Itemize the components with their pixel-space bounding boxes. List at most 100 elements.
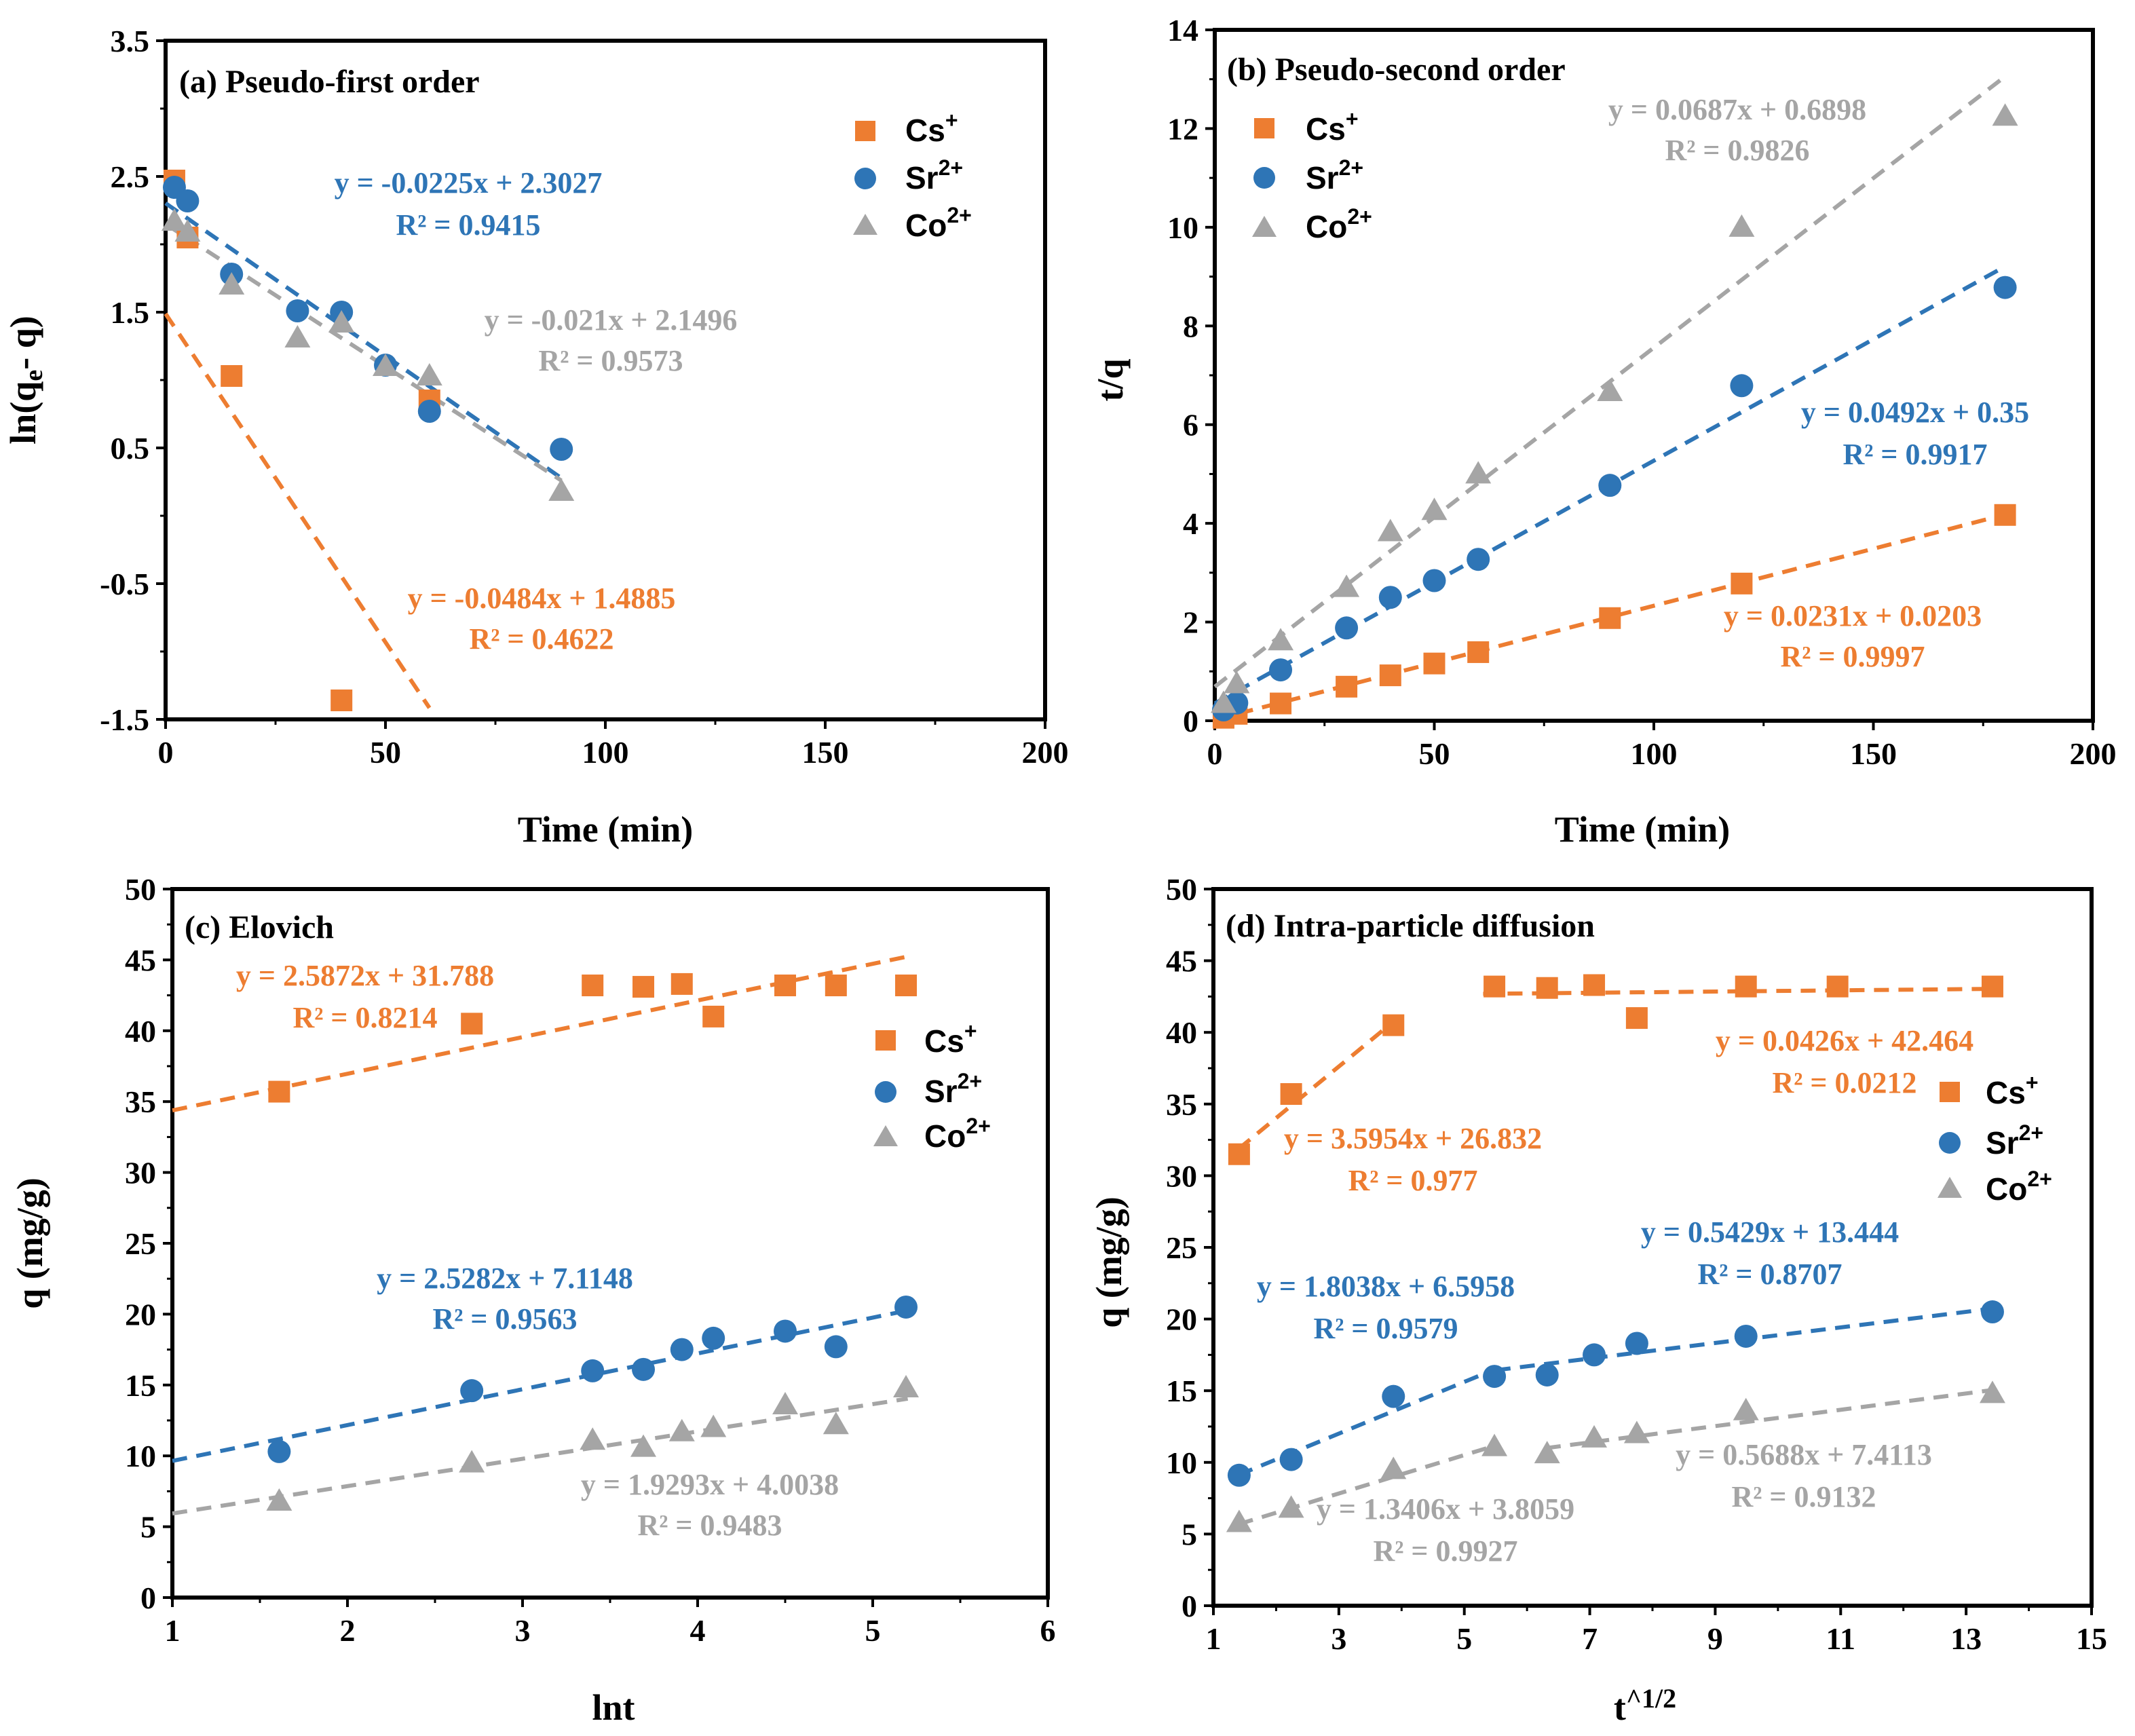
- point-co: [1380, 1456, 1407, 1479]
- point-co: [266, 1488, 292, 1511]
- point-cs: [1228, 1143, 1250, 1165]
- equation-co-1: y = 1.3406x + 3.8059: [1317, 1492, 1574, 1526]
- point-cs: [1981, 975, 2003, 998]
- point-sr: [824, 1335, 848, 1359]
- legend-cs-base: Cs: [905, 113, 945, 148]
- r2-co: R² = 0.9826: [1665, 134, 1809, 167]
- point-cs: [1994, 504, 2016, 526]
- point-cs: [1625, 1007, 1648, 1030]
- y-axis-title: ln(qe- q): [3, 316, 48, 444]
- legend-marker-co: [1938, 1177, 1962, 1198]
- point-co: [630, 1434, 657, 1457]
- legend-label-sr: Sr2+: [924, 1069, 982, 1109]
- equation-co: y = -0.021x + 2.1496: [485, 303, 738, 337]
- point-sr: [1734, 1324, 1758, 1348]
- legend-marker-co: [873, 1125, 898, 1146]
- equation-cs: y = 2.5872x + 31.788: [236, 959, 494, 992]
- r2-cs-2: R² = 0.0212: [1772, 1066, 1916, 1099]
- legend-marker-cs: [1254, 118, 1274, 138]
- legend-co-base: Co: [924, 1118, 966, 1154]
- point-co: [1224, 671, 1250, 694]
- point-sr: [894, 1295, 918, 1319]
- legend-co-sup: 2+: [966, 1114, 990, 1138]
- equation-cs-2: y = 0.0426x + 42.464: [1716, 1024, 1973, 1057]
- x-tick-label: 15: [2076, 1621, 2107, 1656]
- legend-sr-base: Sr: [1986, 1125, 2019, 1161]
- point-cs: [702, 1005, 725, 1027]
- legend-co-sup: 2+: [2027, 1167, 2052, 1191]
- point-co: [548, 478, 575, 501]
- point-co: [1581, 1424, 1608, 1448]
- legend-label-co: Co2+: [924, 1114, 991, 1154]
- y-axis-title-post: - q): [3, 316, 43, 370]
- point-sr: [670, 1338, 694, 1361]
- equation-sr-2: y = 0.5429x + 13.444: [1641, 1215, 1899, 1249]
- equation-cs-1: y = 3.5954x + 26.832: [1284, 1122, 1542, 1155]
- point-co: [1623, 1420, 1650, 1443]
- x-tick-label: 0: [1207, 736, 1223, 771]
- trendline-sr: [164, 201, 563, 480]
- legend-marker-co: [853, 214, 877, 235]
- point-co: [1465, 461, 1492, 484]
- legend-cs-base: Cs: [924, 1023, 964, 1059]
- y-tick-label: 35: [1166, 1087, 1197, 1122]
- point-co: [1268, 628, 1294, 651]
- x-axis-title-base: t: [1614, 1687, 1626, 1728]
- x-tick-label: 5: [1456, 1621, 1472, 1656]
- y-tick-label: 15: [1166, 1374, 1197, 1408]
- x-tick-label: 6: [1040, 1613, 1056, 1648]
- point-cs: [1423, 652, 1446, 675]
- point-co: [580, 1427, 606, 1450]
- equation-sr: y = 0.0492x + 0.35: [1801, 396, 2029, 429]
- point-sr: [1730, 374, 1754, 398]
- panel-a-pseudo-first-order: 0 50 100 150 200 -1.5 -0.5 0.5 1.5 2.5 3.5 (a) Pse…: [3, 24, 1069, 850]
- point-sr: [581, 1359, 605, 1382]
- legend-marker-sr: [1939, 1132, 1961, 1154]
- point-co: [1481, 1433, 1508, 1456]
- point-co: [893, 1374, 920, 1397]
- y-tick-label: 10: [1167, 210, 1198, 245]
- point-co: [772, 1392, 798, 1415]
- point-sr: [1535, 1363, 1559, 1386]
- y-tick-label: 40: [125, 1014, 156, 1049]
- point-cs: [268, 1080, 290, 1103]
- legend-label-co: Co2+: [1306, 204, 1372, 244]
- legend-co-base: Co: [905, 208, 947, 243]
- point-sr: [632, 1357, 656, 1381]
- equation-co-2: y = 0.5688x + 7.4113: [1676, 1438, 1932, 1471]
- r2-sr: R² = 0.9917: [1843, 438, 1987, 471]
- point-cs: [461, 1013, 483, 1035]
- point-sr: [1583, 1343, 1606, 1367]
- r2-co: R² = 0.9483: [637, 1509, 782, 1542]
- y-tick-label: 6: [1183, 408, 1198, 442]
- equation-sr: y = -0.0225x + 2.3027: [335, 166, 603, 200]
- point-co: [1421, 497, 1448, 521]
- point-co: [1334, 574, 1360, 597]
- y-tick-label: 20: [1166, 1302, 1197, 1337]
- y-axis-title: q (mg/g): [1089, 1196, 1129, 1327]
- y-tick-label: 0.5: [111, 431, 150, 466]
- y-tick-label: 35: [125, 1084, 156, 1119]
- point-co: [328, 310, 355, 333]
- point-co: [1992, 103, 2018, 126]
- legend-sr-sup: 2+: [2019, 1120, 2043, 1145]
- data-points: [1210, 103, 2018, 729]
- x-tick-label: 3: [1331, 1621, 1346, 1656]
- x-axis-title: t^1/2: [1614, 1683, 1676, 1728]
- y-tick-label: 45: [1166, 944, 1197, 979]
- trendline-co-1: [1238, 1443, 1496, 1526]
- panel-title: (a) Pseudo-first order: [179, 64, 480, 100]
- r2-cs: R² = 0.4622: [469, 622, 613, 656]
- x-tick-label: 150: [802, 735, 849, 770]
- point-cs: [1484, 975, 1506, 998]
- trendline-cs: [164, 312, 432, 709]
- x-tick-label: 200: [2070, 736, 2117, 771]
- legend-label-cs: Cs+: [1306, 107, 1359, 147]
- legend-marker-cs: [875, 1030, 896, 1051]
- point-sr: [1625, 1332, 1648, 1355]
- point-sr: [1993, 276, 2017, 299]
- legend-label-cs: Cs+: [905, 108, 958, 148]
- point-cs: [1336, 675, 1358, 698]
